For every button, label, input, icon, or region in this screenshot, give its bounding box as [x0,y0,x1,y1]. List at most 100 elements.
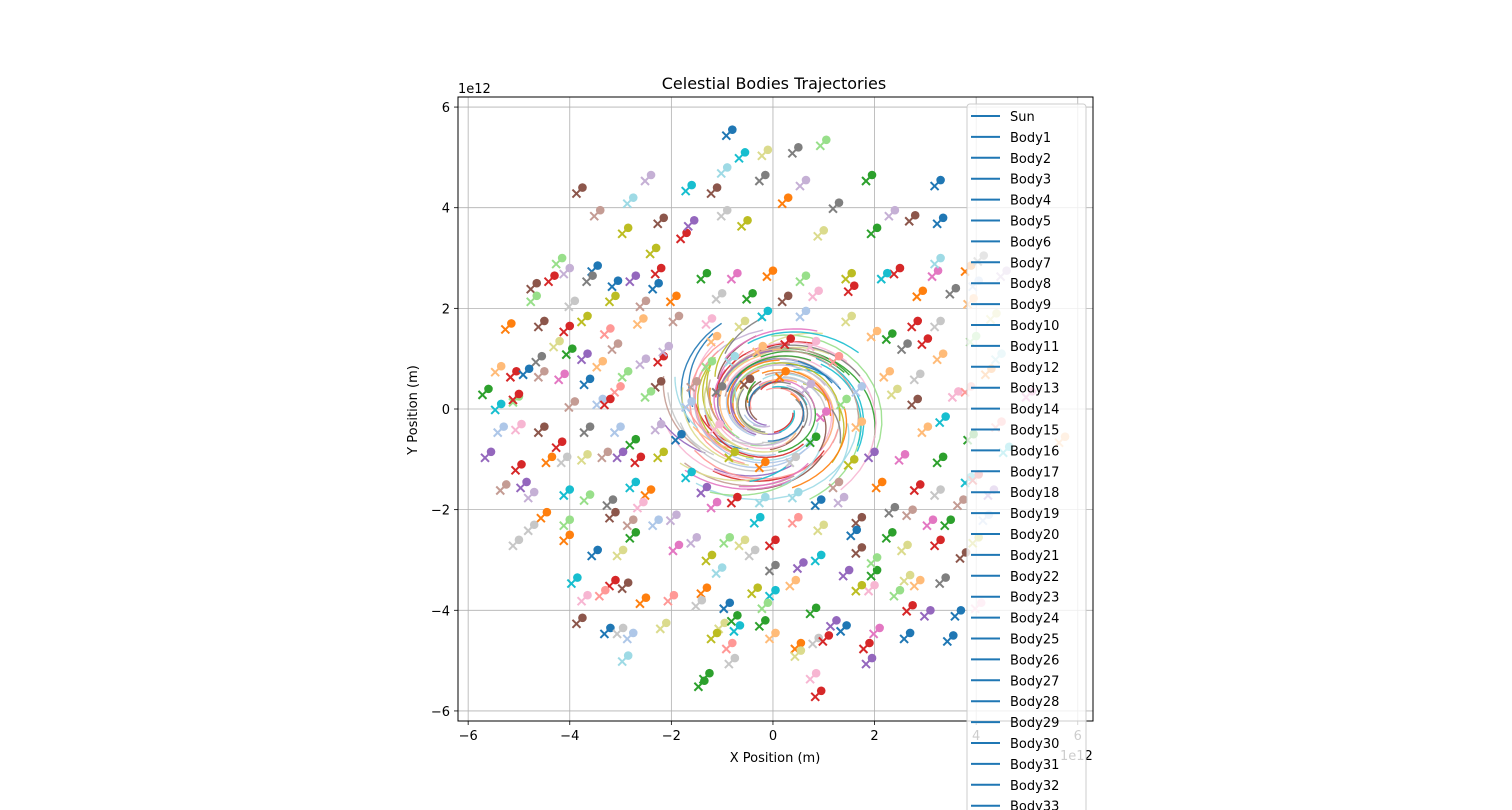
body-start-marker [810,500,820,511]
body-start-marker [510,465,521,476]
body-start-marker [686,538,696,549]
body-start-marker [556,458,566,468]
body-start-marker [536,513,546,523]
body-start-marker [594,591,605,601]
body-start-marker [840,274,851,284]
body-start-marker [884,211,894,221]
body-start-marker [515,483,526,493]
body-start-marker [533,322,544,332]
body-start-marker [813,526,823,536]
body-start-marker [866,229,876,239]
body-start-marker [691,601,701,611]
body-start-marker [795,312,805,322]
body-start-marker [813,231,823,242]
body-start-marker [559,327,569,337]
body-start-marker [719,538,729,549]
legend: Sun Body1 Body2 Body3 Body4 Body5 Body6 Body7 Bo… [966,103,1087,810]
body-start-marker [576,455,587,465]
body-start-marker [754,463,765,473]
legend-label: Body17 [1010,465,1059,480]
body-start-marker [805,609,815,619]
body-start-marker [934,578,945,589]
trajectory-line [786,387,809,429]
body-start-marker [711,294,721,304]
legend-label: Body6 [1010,235,1051,250]
body-start-marker [716,211,726,221]
legend-label: Body22 [1010,570,1059,585]
body-start-marker [696,274,706,284]
x-tick-label: −2 [662,729,681,744]
body-start-marker [480,453,490,463]
body-start-marker [622,521,632,531]
body-start-marker [604,297,615,307]
body-start-marker [863,586,874,596]
body-start-marker [861,659,871,669]
x-tick-label: −6 [459,729,478,744]
legend-label: Body16 [1010,444,1059,459]
body-start-marker [508,395,518,405]
body-start-marker [696,488,706,498]
body-start-marker [602,500,612,511]
legend-label: Body5 [1010,215,1051,230]
body-start-marker [571,619,582,629]
body-start-marker [945,289,955,299]
body-start-marker [653,357,663,367]
body-start-marker [581,276,592,287]
legend-label: Body9 [1010,298,1051,313]
body-start-marker [734,153,744,164]
body-start-marker [904,216,914,226]
body-start-marker [929,259,940,269]
body-start-marker [625,483,635,493]
body-start-marker [680,186,691,196]
trajectory-line [764,371,827,401]
body-start-marker [607,281,617,292]
trajectory-line [781,450,820,486]
legend-label: Body26 [1010,653,1059,668]
body-start-marker [604,513,615,523]
body-start-marker [617,656,627,667]
body-start-marker [762,271,772,282]
body-start-marker [851,586,861,596]
body-start-marker [523,493,533,503]
body-start-marker [701,319,711,330]
body-start-marker [815,141,826,151]
legend-label: Body30 [1010,737,1059,752]
body-start-marker [729,626,739,637]
body-start-marker [561,349,572,360]
body-start-marker [706,337,716,347]
body-start-marker [754,176,765,186]
trajectory-line [831,408,842,444]
body-start-marker [579,495,589,506]
y-tick-label: −4 [431,604,450,619]
body-start-marker [721,644,732,654]
body-start-marker [599,629,610,639]
body-start-marker [907,322,917,332]
body-start-marker [551,443,561,453]
body-start-marker [543,276,554,287]
legend-label: Body13 [1010,382,1059,397]
trajectory-line [713,369,736,437]
body-start-marker [477,390,488,400]
body-start-marker [617,372,627,382]
body-start-marker [653,453,663,463]
trajectory-line [779,410,796,433]
trajectory-line [738,462,809,488]
y-axis-label: Y Position (m) [406,365,421,456]
body-start-marker [741,294,752,304]
body-start-marker [838,571,848,581]
body-start-marker [952,500,963,511]
body-start-marker [932,219,942,229]
legend-label: Body25 [1010,633,1059,648]
body-start-marker [632,319,643,330]
body-start-marker [625,440,635,450]
body-start-marker [940,521,950,531]
body-start-marker [754,498,765,508]
body-start-marker [586,551,597,561]
body-start-marker [754,621,765,632]
body-start-marker [607,344,617,355]
y-tick-label: 0 [442,403,450,418]
body-start-marker [640,392,650,403]
body-start-marker [851,548,861,559]
body-start-marker [724,659,734,669]
body-start-marker [559,521,569,531]
